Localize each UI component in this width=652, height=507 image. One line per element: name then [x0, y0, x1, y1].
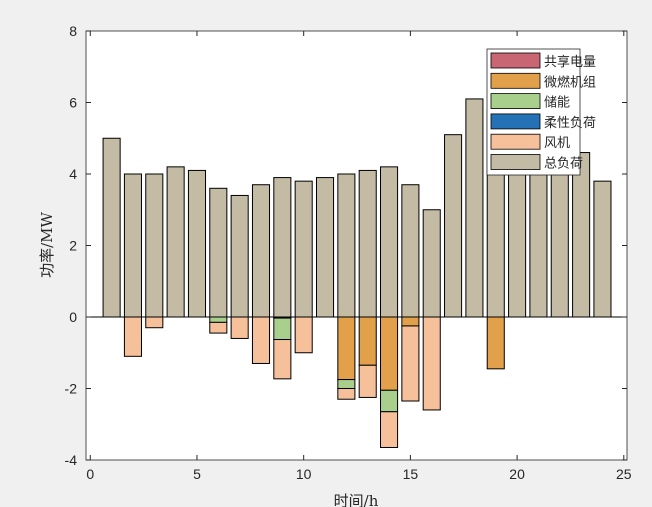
bar-segment-1-x15 — [401, 316, 420, 327]
bar-segment-4-x14 — [380, 411, 399, 448]
bar-segment-1-x12 — [337, 316, 356, 381]
legend-swatch — [490, 93, 541, 109]
legend-label: 储能 — [544, 96, 570, 111]
y-axis-label: 功率/MW — [38, 212, 56, 278]
bar-segment-5-x23 — [572, 152, 591, 318]
bar-segment-5-x8 — [251, 184, 271, 318]
bar-segment-4-x3 — [145, 316, 164, 329]
bar-segment-4-x15 — [401, 325, 420, 402]
y-tick-label: 6 — [69, 95, 77, 111]
bar-segment-4-x8 — [251, 316, 271, 364]
bar-segment-5-x15 — [401, 184, 420, 318]
y-tick-label: 4 — [69, 166, 77, 182]
bar-segment-2-x9 — [273, 317, 292, 341]
x-tick-label: 15 — [403, 466, 419, 482]
bar-segment-4-x6 — [209, 321, 228, 334]
bar-segment-5-x6 — [209, 187, 228, 318]
bar-segment-5-x24 — [593, 180, 612, 318]
bar-segment-5-x4 — [166, 166, 185, 318]
bar-segment-5-x17 — [444, 134, 463, 318]
bar-segment-1-x14 — [380, 316, 399, 391]
bar-segment-5-x3 — [145, 173, 164, 318]
x-tick-label: 20 — [509, 466, 525, 482]
legend-swatch — [490, 72, 541, 89]
bar-segment-4-x7 — [230, 316, 249, 339]
legend-swatch — [490, 113, 541, 130]
x-tick-label: 0 — [86, 466, 94, 482]
bar-segment-5-x5 — [187, 169, 207, 318]
bar-segment-5-x16 — [422, 209, 441, 318]
x-tick-label: 10 — [296, 466, 312, 482]
x-tick-label: 25 — [616, 466, 632, 482]
legend-box — [486, 48, 581, 176]
legend-label: 微燃机组 — [544, 74, 596, 90]
y-tick-label: 2 — [69, 238, 77, 254]
legend-label: 共享电量 — [544, 54, 596, 70]
y-tick-label: -2 — [65, 381, 78, 397]
legend-label: 柔性负荷 — [544, 116, 596, 131]
legend-label: 风机 — [544, 136, 570, 151]
x-tick-label: 5 — [193, 466, 201, 482]
bar-segment-5-x1 — [102, 137, 121, 318]
bar-segment-2-x6 — [209, 316, 228, 323]
legend-label: 总负荷 — [544, 157, 583, 172]
bar-segment-2-x12 — [337, 379, 356, 389]
bar-segment-1-x19 — [486, 316, 505, 370]
legend-swatch — [490, 154, 541, 170]
bar-segment-5-x11 — [315, 177, 335, 318]
bar-segment-4-x13 — [358, 364, 377, 398]
bar-segment-5-x9 — [273, 177, 292, 318]
legend-swatch — [490, 133, 541, 150]
bar-segment-4-x2 — [123, 316, 142, 357]
bar-segment-4-x10 — [294, 316, 313, 354]
bar-segment-2-x14 — [380, 389, 399, 413]
bar-segment-4-x16 — [422, 316, 441, 411]
bar-segment-5-x12 — [337, 173, 356, 318]
bar-segment-4-x12 — [337, 388, 356, 400]
axes-group: 0 5 10 15 20 25 -4 -2 0 2 4 6 8 — [65, 23, 632, 482]
y-tick-label: -4 — [65, 452, 78, 468]
bar-segment-1-x13 — [358, 316, 377, 366]
bar-segment-5-x18 — [465, 98, 484, 318]
y-tick-label: 8 — [69, 23, 77, 39]
legend-swatch — [490, 52, 541, 69]
bar-segment-5-x10 — [294, 180, 313, 318]
bar-segment-5-x14 — [380, 166, 399, 318]
bar-segment-5-x2 — [123, 173, 142, 318]
x-axis-label: 时间/h — [334, 492, 379, 507]
bar-segment-5-x7 — [230, 194, 249, 318]
y-tick-label: 0 — [69, 309, 77, 325]
bar-segment-5-x13 — [358, 169, 377, 318]
bar-segment-4-x9 — [273, 339, 292, 380]
